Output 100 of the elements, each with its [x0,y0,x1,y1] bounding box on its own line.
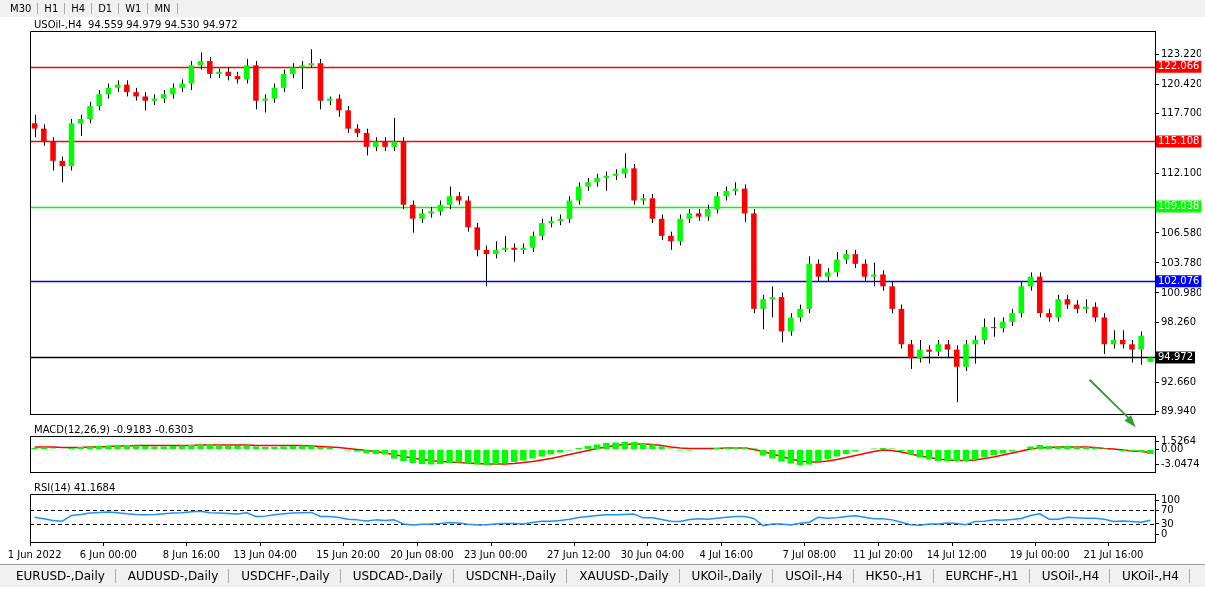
bar [437,450,444,464]
bar [363,450,370,453]
bar [142,446,149,449]
bar [418,450,426,464]
text: W1 [119,3,149,14]
candlestick [391,117,398,152]
y-tick-label: 106.580 [1161,226,1203,238]
text: M30 [4,3,39,14]
bar [105,445,112,449]
candlestick [409,200,416,234]
bar [935,450,942,461]
bar [446,450,453,463]
y-tick-label: 100.980 [1161,286,1203,298]
y-tick-label: 100 [1161,493,1181,505]
bar [409,450,416,463]
bar [1045,446,1053,449]
bar [769,450,776,459]
bar [123,445,131,449]
candlestick [511,242,517,263]
bar [778,450,785,462]
candlestick [299,60,305,90]
x-tick-label: 30 Jun 04:00 [620,548,685,560]
candlestick [668,231,674,251]
candlestick [861,259,868,282]
candlestick [787,312,794,337]
ref-line-label: 122.066 [1158,60,1200,72]
text: USDCHF-,Daily [231,569,341,583]
candlestick [271,83,278,104]
candlestick [852,249,859,269]
bar [916,450,924,458]
candlestick [96,89,102,111]
y-tick-label: 112.100 [1161,167,1203,179]
chart-title: USOil-,H4 94.559 94.979 94.530 94.972 [34,18,238,30]
x-tick-label: 21 Jul 16:00 [1083,548,1144,560]
bar [372,450,380,454]
text: USOil-,H4 [1031,569,1111,583]
y-tick-label: 103.780 [1161,256,1203,268]
candlestick [760,294,766,330]
bar [520,450,527,461]
candlestick [142,91,149,111]
y-tick-label: 117.700 [1161,107,1203,119]
bar [824,450,831,459]
bar [474,450,481,465]
bar [464,450,472,464]
y-tick-label: 30 [1161,517,1174,529]
bar [427,450,435,465]
bar [289,446,297,449]
candlestick [529,231,536,253]
bar [381,450,389,455]
bar [805,450,813,465]
bar [907,450,914,455]
y-tick-label: 0 [1161,527,1168,539]
bar [1147,450,1154,454]
candlestick [1055,294,1061,323]
bar [114,445,121,449]
bar [483,450,490,465]
x-tick-label: 6 Jun 00:00 [79,548,137,560]
bar [630,442,638,449]
x-tick-label: 11 Jul 20:00 [852,548,913,560]
text: EURCHF-,H1 [935,569,1030,583]
text: USDCNH-,Daily [455,569,568,583]
bar [95,446,103,449]
candlestick [677,213,683,247]
bar [999,450,1007,454]
candlestick [575,181,582,206]
bar [188,445,195,449]
candlestick [262,93,268,114]
candlestick [834,251,840,278]
candlestick [188,60,195,91]
bar [234,446,241,449]
y-tick-label: 120.420 [1161,78,1203,90]
candlestick [870,262,877,287]
x-tick-label: 7 Jul 08:00 [782,548,837,560]
bar [759,450,767,456]
text: H4 [65,3,93,14]
text: HK50-,H1 [855,569,934,583]
bar [400,450,407,461]
text: EURUSD-,Daily [6,569,116,583]
bar [990,450,997,456]
bar [501,450,509,464]
x-tick-label: 8 Jun 16:00 [162,548,220,560]
bar [215,445,223,449]
bar [833,450,841,457]
bar [169,446,177,449]
candlestick [1092,301,1098,323]
bar [547,450,555,455]
bar [538,450,546,457]
text: AUDUSD-,Daily [117,569,230,583]
candlestick [649,193,656,224]
text: D1 [92,3,120,14]
y-tick-label: 70 [1161,503,1174,515]
candlestick [280,69,287,93]
candlestick [815,259,822,282]
x-tick-label: 1 Jun 2022 [7,548,62,560]
x-tick-label: 14 Jul 12:00 [926,548,987,560]
bar [953,450,960,461]
chart-title: MACD(12,26,9) -0.9183 -0.6303 [34,423,194,435]
candlestick [880,269,886,292]
bar [197,444,204,449]
bar [510,450,518,462]
